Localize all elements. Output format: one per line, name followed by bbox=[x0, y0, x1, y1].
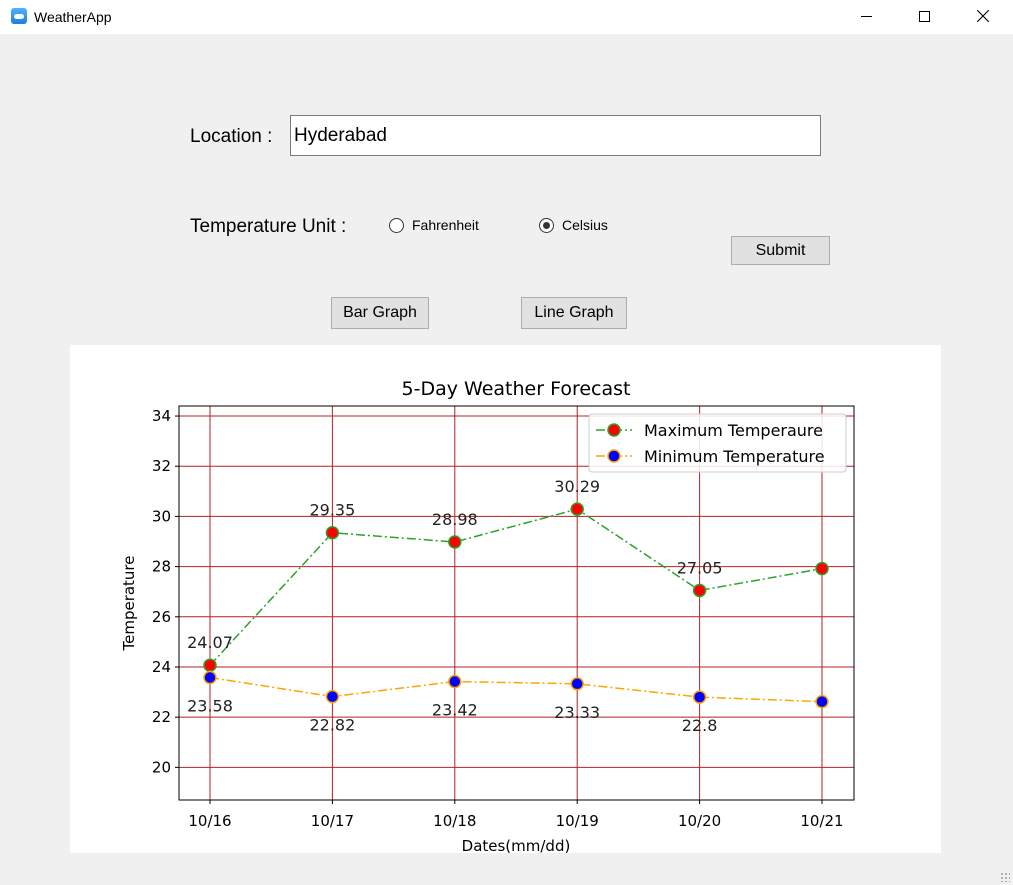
legend-entry: Minimum Temperature bbox=[644, 447, 825, 466]
forecast-chart: 20 22 24 26 28 30 32 34 10/16 10/17 10/18 10/19 10/2… bbox=[70, 345, 941, 853]
legend-marker bbox=[607, 449, 621, 463]
y-tick-label: 20 bbox=[152, 758, 171, 776]
data-label: 23.42 bbox=[432, 701, 478, 720]
submit-button[interactable]: Submit bbox=[731, 236, 830, 265]
title-bar: WeatherApp bbox=[0, 0, 1013, 34]
data-label: 24.07 bbox=[187, 633, 233, 652]
data-label: 28.98 bbox=[432, 510, 478, 529]
maximize-button[interactable] bbox=[901, 0, 947, 32]
line-graph-button[interactable]: Line Graph bbox=[521, 297, 627, 329]
weather-app-icon bbox=[11, 8, 27, 24]
close-icon bbox=[977, 10, 989, 22]
data-point-marker bbox=[570, 677, 584, 691]
x-axis-label: Dates(mm/dd) bbox=[462, 837, 571, 853]
y-tick-label: 32 bbox=[152, 457, 171, 475]
data-point-marker bbox=[692, 690, 707, 704]
x-tick-label: 10/18 bbox=[433, 812, 476, 830]
minimize-button[interactable] bbox=[843, 0, 889, 32]
data-point-marker bbox=[692, 583, 707, 598]
maximize-icon bbox=[918, 10, 930, 22]
data-point-marker bbox=[815, 694, 829, 709]
x-tick-label: 10/21 bbox=[800, 812, 843, 830]
data-point-marker bbox=[815, 561, 829, 576]
series-line-1 bbox=[209, 676, 823, 703]
data-label: 29.35 bbox=[309, 501, 355, 520]
y-tick-label: 28 bbox=[152, 558, 171, 576]
data-label: 22.82 bbox=[309, 716, 355, 735]
location-input[interactable] bbox=[290, 115, 821, 156]
data-label: 23.58 bbox=[187, 697, 233, 716]
series-line-0 bbox=[209, 508, 823, 666]
y-tick-label: 22 bbox=[152, 708, 171, 726]
y-tick-label: 30 bbox=[152, 507, 171, 525]
data-point-marker bbox=[448, 674, 462, 689]
y-tick-label: 34 bbox=[152, 407, 171, 425]
chart-title: 5-Day Weather Forecast bbox=[402, 378, 631, 400]
radio-checked-icon bbox=[539, 217, 554, 233]
data-label: 22.8 bbox=[682, 716, 718, 735]
y-tick-label: 26 bbox=[152, 608, 171, 626]
data-point-marker bbox=[570, 502, 584, 516]
window-title: WeatherApp bbox=[34, 9, 112, 25]
plot-frame bbox=[178, 405, 855, 801]
x-tick-label: 10/19 bbox=[556, 812, 599, 830]
data-point-marker bbox=[203, 670, 217, 685]
data-point-marker bbox=[325, 689, 340, 704]
fahrenheit-radio[interactable]: Fahrenheit bbox=[389, 217, 479, 233]
legend-entry: Maximum Temperaure bbox=[644, 421, 823, 440]
celsius-radio[interactable]: Celsius bbox=[539, 217, 608, 233]
radio-unchecked-icon bbox=[389, 217, 404, 233]
x-tick-label: 10/20 bbox=[678, 812, 721, 830]
x-tick-label: 10/16 bbox=[188, 812, 231, 830]
forecast-line-chart: 20 22 24 26 28 30 32 34 10/16 10/17 10/18 10/19 10/2… bbox=[120, 378, 855, 853]
x-tick-label: 10/17 bbox=[311, 812, 354, 830]
data-label: 30.29 bbox=[554, 477, 600, 496]
y-axis-label: Temperature bbox=[120, 555, 138, 651]
legend-marker bbox=[607, 423, 621, 437]
data-point-marker bbox=[325, 525, 340, 540]
temperature-unit-label: Temperature Unit : bbox=[190, 216, 347, 237]
data-label: 23.33 bbox=[554, 703, 600, 722]
data-label: 27.05 bbox=[677, 558, 723, 577]
y-tick-label: 24 bbox=[152, 658, 171, 676]
legend-box bbox=[588, 413, 847, 473]
data-point-marker bbox=[203, 658, 217, 672]
close-button[interactable] bbox=[960, 0, 1006, 32]
data-point-marker bbox=[448, 535, 462, 549]
bar-graph-button[interactable]: Bar Graph bbox=[331, 297, 429, 329]
celsius-radio-label: Celsius bbox=[562, 217, 608, 233]
fahrenheit-radio-label: Fahrenheit bbox=[412, 217, 479, 233]
location-label: Location : bbox=[190, 126, 273, 147]
minimize-icon bbox=[860, 15, 872, 17]
resize-grip-icon[interactable] bbox=[1000, 872, 1010, 882]
